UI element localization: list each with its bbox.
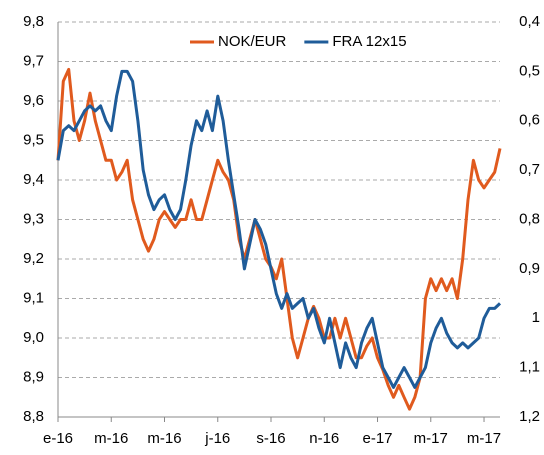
x-tick-label: s-16 — [256, 430, 285, 447]
y2-tick-label: 0,9 — [519, 260, 540, 277]
y-tick-label: 9,6 — [23, 92, 44, 109]
y2-tick-label: 1,1 — [519, 359, 540, 376]
y-tick-label: 9,7 — [23, 52, 44, 69]
y2-tick-label: 1,2 — [519, 408, 540, 425]
y-tick-label: 9,3 — [23, 210, 44, 227]
y-tick-label: 9,5 — [23, 131, 44, 148]
y-tick-label: 9,1 — [23, 289, 44, 306]
y-tick-label: 8,9 — [23, 368, 44, 385]
y2-tick-label: 0,8 — [519, 210, 540, 227]
x-tick-label: m-17 — [467, 430, 501, 447]
legend-label: FRA 12x15 — [332, 33, 406, 50]
y2-tick-label: 0,4 — [519, 13, 540, 30]
x-tick-label: m-17 — [414, 430, 448, 447]
y-tick-label: 9,4 — [23, 171, 44, 188]
x-tick-label: e-17 — [363, 430, 393, 447]
series-line — [56, 67, 502, 411]
y-tick-label: 9,0 — [23, 329, 44, 346]
series-line — [56, 69, 502, 389]
x-tick-label: j-16 — [204, 430, 230, 447]
y-tick-label: 8,8 — [23, 408, 44, 425]
y-tick-label: 9,8 — [23, 13, 44, 30]
x-tick-label: m-16 — [94, 430, 128, 447]
y-tick-label: 9,2 — [23, 250, 44, 267]
y2-tick-label: 1 — [532, 309, 540, 326]
x-tick-label: m-16 — [147, 430, 181, 447]
y2-tick-label: 0,6 — [519, 112, 540, 129]
x-tick-label: n-16 — [309, 430, 339, 447]
y2-tick-label: 0,7 — [519, 161, 540, 178]
x-tick-label: e-16 — [43, 430, 73, 447]
legend-label: NOK/EUR — [218, 33, 287, 50]
y2-tick-label: 0,5 — [519, 62, 540, 79]
